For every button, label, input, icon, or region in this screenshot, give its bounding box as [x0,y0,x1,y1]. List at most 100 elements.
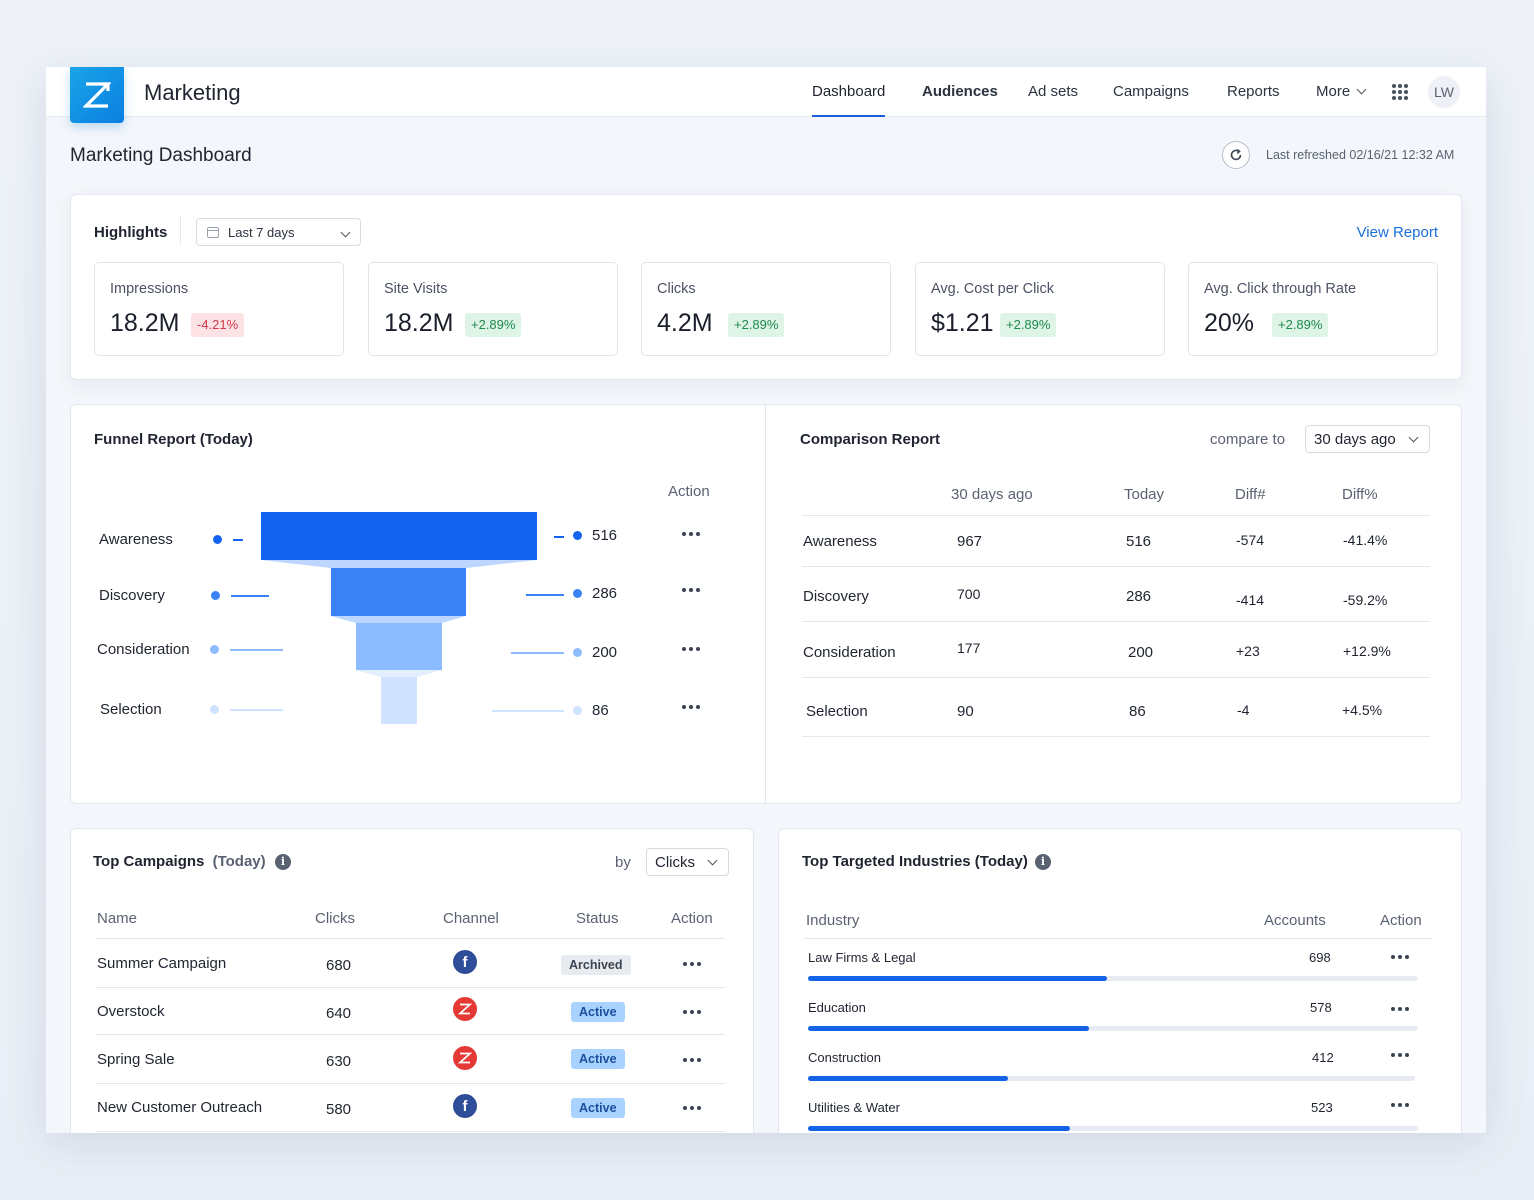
funnel-connector [331,616,466,623]
funnel-action-header: Action [668,483,710,500]
stage-dot [213,535,222,544]
campaigns-sort-select[interactable]: Clicks [646,848,729,876]
campaign-name[interactable]: Spring Sale [97,1051,175,1068]
info-icon[interactable]: i [275,854,291,870]
metric-value: 20% [1204,309,1255,337]
comparison-pct: +12.9% [1343,643,1391,659]
view-report-link[interactable]: View Report [1356,224,1438,241]
more-options-icon[interactable] [682,647,702,653]
more-options-icon[interactable] [1391,955,1411,961]
col-header-today: Today [1124,486,1165,503]
app-title: Marketing [144,80,241,105]
more-options-icon[interactable] [682,705,702,711]
metric-value: 4.2M [657,309,713,337]
metric-change-badge: +2.89% [728,313,785,337]
nav-campaigns[interactable]: Campaigns [1113,83,1189,100]
stage-dot [210,705,219,714]
comparison-diff: -4 [1237,702,1250,718]
funnel-stage-value: 286 [592,585,618,602]
top-industries-card: Top Targeted Industries (Today) i Indust… [778,828,1462,1133]
industry-label[interactable]: Utilities & Water [808,1100,900,1115]
status-badge: Archived [561,955,631,975]
industry-bar-fill [808,1076,1009,1081]
status-badge: Active [571,1098,625,1118]
funnel-stage-value: 516 [592,527,618,544]
nav-more-label: More [1316,83,1351,100]
comparison-prev: 700 [957,586,981,602]
comparison-today: 286 [1126,588,1152,605]
funnel-bar-discovery [331,568,466,616]
campaign-name[interactable]: Overstock [97,1003,165,1020]
top-nav-bar: Marketing Dashboard Audiences Ad sets Ca… [46,67,1486,123]
highlights-card: Highlights Last 7 days View Report Impre… [70,194,1462,380]
campaign-name[interactable]: New Customer Outreach [97,1099,263,1116]
funnel-bar-consideration [356,623,442,670]
industry-accounts: 523 [1311,1100,1333,1115]
leader-line [230,649,283,651]
more-options-icon[interactable] [1391,1103,1411,1109]
divider [802,736,1430,737]
metric-clicks[interactable]: Clicks 4.2M +2.89% [641,262,891,356]
metric-avg-ctr[interactable]: Avg. Click through Rate 20% +2.89% [1188,262,1438,356]
campaign-name[interactable]: Summer Campaign [97,955,227,972]
comparison-report-title: Comparison Report [800,431,941,448]
nav-more[interactable]: More [1316,83,1367,100]
col-header-accounts: Accounts [1264,912,1326,929]
info-icon[interactable]: i [1035,854,1051,870]
industry-label[interactable]: Education [808,1000,866,1015]
industry-label[interactable]: Law Firms & Legal [808,950,916,965]
industry-label[interactable]: Construction [808,1050,881,1065]
more-options-icon[interactable] [683,1010,703,1016]
comparison-stage: Selection [806,703,868,720]
metric-label: Impressions [110,281,189,297]
facebook-icon: f [453,950,477,974]
apps-grid-icon[interactable] [1392,84,1408,100]
funnel-stage-label: Discovery [99,587,165,604]
date-range-select[interactable]: Last 7 days [196,218,361,246]
status-badge: Active [571,1002,625,1022]
industry-bar-track [808,1126,1418,1131]
more-options-icon[interactable] [682,588,702,594]
metric-site-visits[interactable]: Site Visits 18.2M +2.89% [368,262,618,356]
funnel-chart [261,512,537,724]
compare-to-label: compare to [1210,431,1286,448]
funnel-connector [356,670,442,677]
divider [95,1083,725,1084]
divider [95,1131,725,1132]
comparison-pct: -41.4% [1343,532,1388,548]
metric-avg-cost-per-click[interactable]: Avg. Cost per Click $1.21 +2.89% [915,262,1165,356]
col-header-30-days-ago: 30 days ago [951,486,1033,503]
leader-line [554,536,564,538]
nav-ad-sets[interactable]: Ad sets [1028,83,1079,100]
more-options-icon[interactable] [1391,1053,1411,1059]
compare-period-select[interactable]: 30 days ago [1305,425,1430,453]
comparison-prev: 90 [957,703,974,720]
col-header-action: Action [1380,912,1422,929]
zoominfo-logo-icon[interactable] [70,67,124,123]
industry-accounts: 578 [1310,1000,1332,1015]
comparison-pct: +4.5% [1342,702,1383,718]
divider [765,405,766,803]
more-options-icon[interactable] [682,532,702,538]
industry-bar-fill [808,976,1107,981]
nav-dashboard[interactable]: Dashboard [812,83,886,117]
stage-dot [573,589,582,598]
campaign-clicks: 680 [326,957,352,974]
nav-reports[interactable]: Reports [1227,83,1280,100]
industry-bar-fill [808,1026,1089,1031]
nav-audiences[interactable]: Audiences [922,83,998,100]
comparison-today: 516 [1126,533,1152,550]
col-header-channel: Channel [443,910,499,927]
zoominfo-icon [453,1046,477,1070]
metric-impressions[interactable]: Impressions 18.2M -4.21% [94,262,344,356]
refresh-button[interactable] [1222,141,1250,169]
more-options-icon[interactable] [683,1058,703,1064]
divider [180,217,181,245]
more-options-icon[interactable] [1391,1007,1411,1013]
more-options-icon[interactable] [683,962,703,968]
more-options-icon[interactable] [683,1106,703,1112]
user-avatar[interactable]: LW [1428,76,1460,108]
industry-bar-track [808,1076,1415,1081]
leader-line [230,709,283,711]
metric-value: 18.2M [384,309,454,337]
